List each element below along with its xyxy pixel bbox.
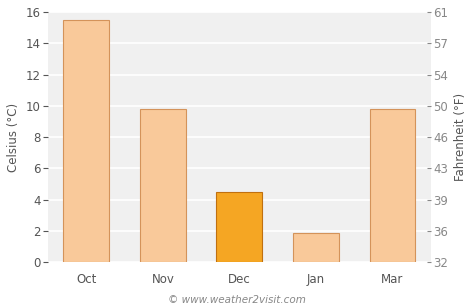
Bar: [64, 20, 109, 262]
Y-axis label: Fahrenheit (°F): Fahrenheit (°F): [454, 93, 467, 181]
Bar: [217, 192, 263, 262]
Bar: [370, 109, 415, 262]
Text: © www.weather2visit.com: © www.weather2visit.com: [168, 295, 306, 305]
Bar: [140, 109, 186, 262]
Y-axis label: Celsius (°C): Celsius (°C): [7, 103, 20, 172]
Bar: [293, 233, 339, 262]
